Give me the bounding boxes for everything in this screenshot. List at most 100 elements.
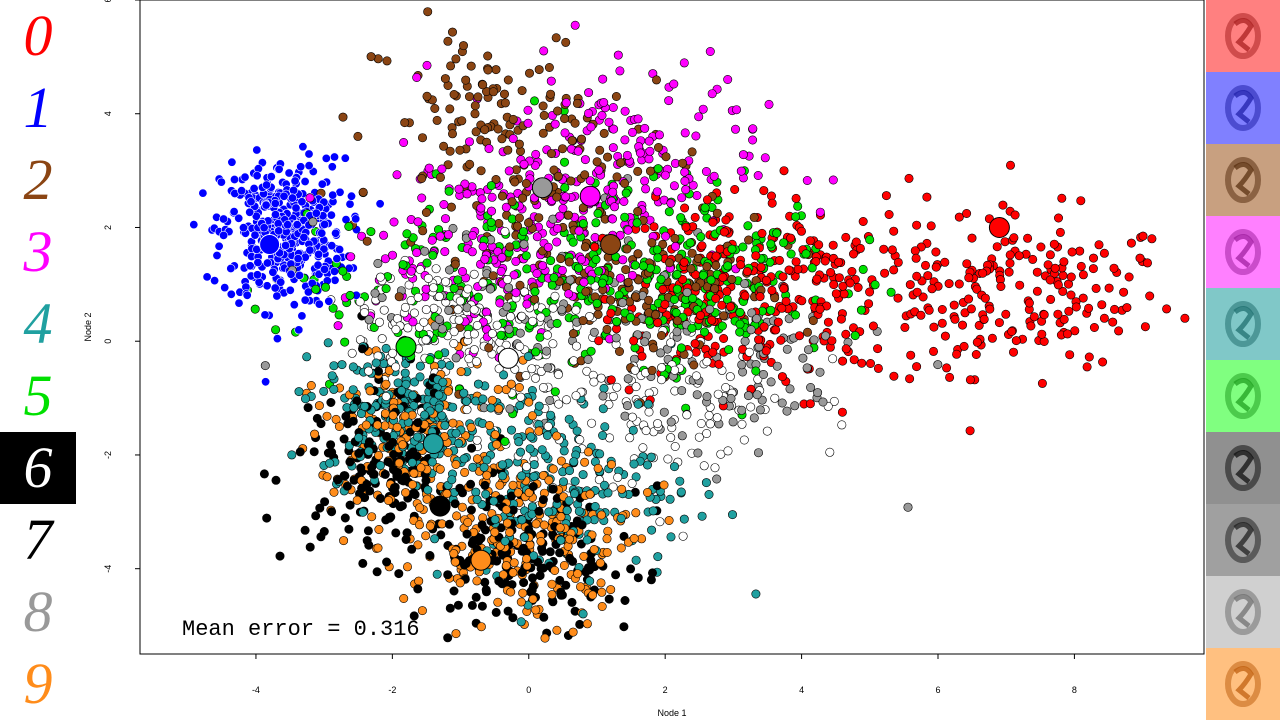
data-point — [413, 217, 423, 227]
data-point — [697, 241, 707, 251]
data-point — [1145, 291, 1155, 301]
data-point — [485, 284, 495, 294]
data-point — [798, 353, 808, 363]
data-point — [694, 112, 704, 122]
data-point — [537, 546, 547, 556]
data-point — [620, 106, 630, 116]
data-point — [333, 321, 343, 331]
data-point — [1053, 280, 1063, 290]
data-point — [815, 367, 825, 377]
data-point — [573, 146, 583, 156]
data-point — [1004, 267, 1014, 277]
data-point — [311, 284, 321, 294]
data-point — [527, 364, 537, 374]
data-point — [802, 327, 812, 337]
data-point — [476, 203, 486, 213]
data-point — [838, 356, 848, 366]
data-point — [735, 327, 745, 337]
data-point — [400, 302, 410, 312]
data-point — [567, 597, 577, 607]
data-point — [298, 142, 308, 152]
data-point — [471, 592, 481, 602]
data-point — [609, 202, 619, 212]
data-point — [505, 242, 515, 252]
data-point — [389, 483, 399, 493]
data-point — [743, 391, 753, 401]
data-point — [440, 420, 450, 430]
data-point — [1110, 304, 1120, 314]
data-point — [744, 235, 754, 245]
data-point — [666, 198, 676, 208]
data-point — [1005, 250, 1015, 260]
data-point — [374, 524, 384, 534]
data-point — [678, 274, 688, 284]
data-point — [293, 254, 303, 264]
data-point — [417, 193, 427, 203]
data-point — [271, 475, 281, 485]
data-point — [346, 252, 356, 262]
data-point — [954, 212, 964, 222]
data-point — [692, 191, 702, 201]
data-point — [334, 310, 344, 320]
data-point — [315, 503, 325, 513]
data-point — [400, 368, 410, 378]
data-point — [564, 496, 574, 506]
data-point — [445, 146, 455, 156]
data-point — [839, 289, 849, 299]
data-point — [484, 420, 494, 430]
data-point — [198, 188, 208, 198]
data-point — [656, 330, 666, 340]
data-point — [557, 305, 567, 315]
data-point — [466, 479, 476, 489]
data-point — [850, 331, 860, 341]
data-point — [826, 267, 836, 277]
data-point — [562, 505, 572, 515]
data-point — [853, 282, 863, 292]
data-point — [992, 242, 1002, 252]
data-point — [641, 426, 651, 436]
data-point — [311, 511, 321, 521]
data-point — [202, 272, 212, 282]
data-point — [483, 51, 493, 61]
data-point — [598, 404, 608, 414]
data-point — [574, 226, 584, 236]
data-point — [514, 437, 524, 447]
data-point — [253, 257, 263, 267]
data-point — [449, 90, 459, 100]
data-point — [364, 540, 374, 550]
data-point — [412, 73, 422, 83]
data-point — [737, 360, 747, 370]
data-point — [759, 322, 769, 332]
data-point — [952, 349, 962, 359]
data-point — [462, 189, 472, 199]
data-point — [702, 428, 712, 438]
data-point — [805, 399, 815, 409]
data-point — [620, 212, 630, 222]
data-point — [442, 489, 452, 499]
data-point — [595, 449, 605, 459]
data-point — [534, 213, 544, 223]
data-point — [466, 422, 476, 432]
data-point — [497, 253, 507, 263]
data-point — [402, 562, 412, 572]
data-point — [543, 421, 553, 431]
data-point — [329, 361, 339, 371]
data-point — [568, 329, 578, 339]
data-point — [640, 337, 650, 347]
data-point — [492, 320, 502, 330]
data-point — [653, 164, 663, 174]
data-point — [491, 175, 501, 185]
data-point — [631, 472, 641, 482]
data-point — [481, 489, 491, 499]
data-point — [291, 203, 301, 213]
data-point — [294, 387, 304, 397]
data-point — [779, 166, 789, 176]
data-point — [893, 293, 903, 303]
data-point — [226, 289, 236, 299]
data-point — [593, 209, 603, 219]
data-point — [449, 327, 459, 337]
data-point — [530, 294, 540, 304]
data-point — [1126, 238, 1136, 248]
data-point — [837, 420, 847, 430]
data-point — [281, 241, 291, 251]
